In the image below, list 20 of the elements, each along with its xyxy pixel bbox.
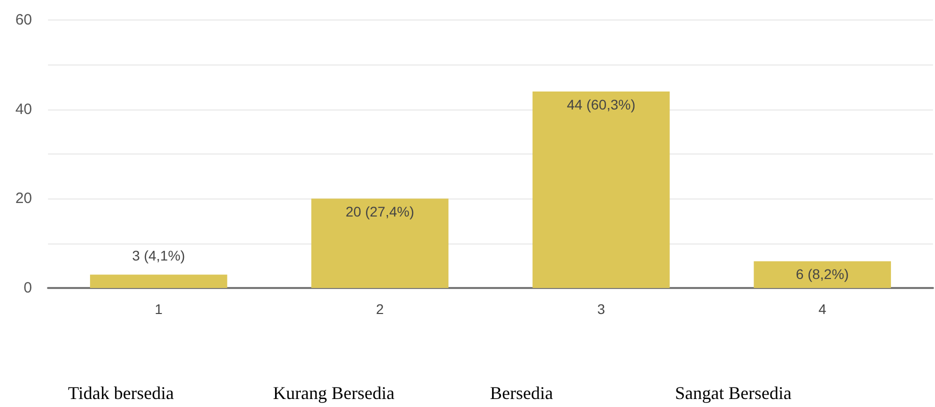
- bar: [754, 261, 891, 288]
- bar: [532, 91, 670, 288]
- data-label: 44 (60,3%): [566, 96, 636, 112]
- bar: [90, 274, 228, 288]
- x-tick-label: 4: [818, 301, 826, 317]
- data-label: 20 (27,4%): [346, 204, 414, 220]
- bar: [311, 198, 448, 288]
- text: Sangat Bersedia: [675, 383, 792, 403]
- x-tick-label: 2: [376, 301, 384, 317]
- y-tick-label: 20: [15, 190, 32, 208]
- text: Kurang Bersedia: [273, 383, 394, 403]
- x-tick-label: 3: [597, 301, 606, 317]
- x-tick-label: 1: [154, 301, 163, 317]
- y-tick-label: 0: [24, 280, 32, 296]
- data-label: 6 (8,2%): [796, 266, 849, 282]
- data-label: 3 (4,1%): [132, 248, 186, 264]
- y-tick-label: 60: [15, 12, 32, 28]
- text: Bersedia: [490, 383, 553, 403]
- y-tick-label: 40: [15, 100, 32, 118]
- text: Tidak bersedia: [68, 383, 174, 403]
